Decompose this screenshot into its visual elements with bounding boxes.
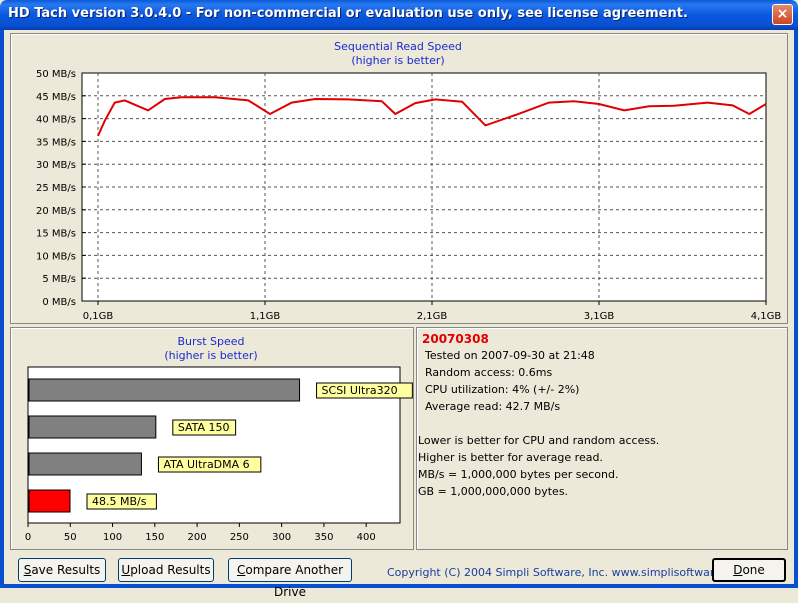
burst-bar [28,378,301,402]
copyright-text: Copyright (C) 2004 Simpli Software, Inc.… [387,566,748,579]
sequential-chart-subtitle: (higher is better) [351,54,444,67]
seq-x-tick-label: 1,1GB [250,311,281,322]
compare-drive-button[interactable]: Compare Another Drive [228,558,352,599]
sequential-read-line [97,96,767,137]
seq-y-tick-label: 0 MB/s [42,297,76,308]
burst-x-tick-label: 150 [145,532,164,543]
seq-x-tick-label: 4,1GB [751,311,782,322]
burst-bar-label-box [172,419,237,436]
note-cpu-random: Lower is better for CPU and random acces… [418,434,660,447]
save-accelerator: S [23,563,32,577]
burst-x-tick-label: 250 [230,532,249,543]
window-title-bar[interactable]: HD Tach version 3.0.4.0 - For non-commer… [0,0,798,30]
upload-accelerator: U [121,563,131,577]
burst-x-tick-label: 50 [64,532,77,543]
seq-y-tick-label: 35 MB/s [36,137,76,148]
window-title: HD Tach version 3.0.4.0 - For non-commer… [8,6,688,21]
results-panel [416,327,788,550]
seq-y-tick-label: 25 MB/s [36,183,76,194]
note-mbps-definition: MB/s = 1,000,000 bytes per second. [418,468,619,481]
window-frame-bottom [0,584,798,588]
burst-speed-panel [10,327,414,550]
burst-x-tick-label: 350 [314,532,333,543]
upload-results-button[interactable]: Upload Results [118,558,214,582]
done-label: one [742,563,765,577]
burst-bar [28,452,142,476]
save-label: ave Results [31,563,101,577]
done-button[interactable]: Done [712,558,786,582]
note-gb-definition: GB = 1,000,000,000 bytes. [418,485,569,498]
burst-bar-label: ATA UltraDMA 6 [163,458,249,471]
burst-speed-chart: Burst Speed (higher is better) SCSI Ultr… [25,335,413,543]
seq-y-tick-label: 10 MB/s [36,251,76,262]
upload-label: pload Results [130,563,211,577]
burst-bar-label: 48.5 MB/s [92,495,147,508]
burst-bar-label: SATA 150 [178,421,230,434]
cpu-utilization-text: CPU utilization: 4% (+/- 2%) [425,383,580,396]
burst-chart-subtitle: (higher is better) [164,349,257,362]
seq-y-tick-label: 20 MB/s [36,206,76,217]
done-accelerator: D [733,563,743,577]
burst-chart-title: Burst Speed [177,335,244,348]
window-frame-right [794,30,798,588]
seq-y-tick-label: 45 MB/s [36,92,76,103]
save-results-button[interactable]: Save Results [18,558,106,582]
seq-y-tick-label: 5 MB/s [42,274,76,285]
compare-label: ompare Another Drive [245,563,344,599]
compare-accelerator: C [236,563,246,577]
seq-x-tick-label: 0,1GB [83,311,114,322]
random-access-text: Random access: 0.6ms [425,366,553,379]
burst-x-tick-label: 200 [188,532,207,543]
window-frame-left [0,30,4,588]
burst-bar [28,489,71,513]
tested-on-text: Tested on 2007-09-30 at 21:48 [425,349,595,362]
burst-x-tick-label: 400 [357,532,376,543]
average-read-text: Average read: 42.7 MB/s [425,400,561,413]
seq-x-tick-label: 2,1GB [417,311,448,322]
seq-x-tick-label: 3,1GB [584,311,615,322]
burst-x-tick-label: 300 [272,532,291,543]
burst-x-tick-label: 100 [103,532,122,543]
burst-bar-label: SCSI Ultra320 [322,384,398,397]
seq-y-tick-label: 15 MB/s [36,229,76,240]
burst-bar-label-box [86,493,157,510]
close-button[interactable]: × [772,4,793,25]
drive-name: 20070308 [422,332,489,346]
seq-y-tick-label: 30 MB/s [36,160,76,171]
seq-y-tick-label: 40 MB/s [36,115,76,126]
sequential-read-chart: Sequential Read Speed (higher is better)… [36,40,782,322]
sequential-read-panel [10,33,788,324]
burst-bar-label-box [157,456,262,473]
seq-y-tick-label: 50 MB/s [36,69,76,80]
note-average-read: Higher is better for average read. [418,451,603,464]
burst-x-tick-label: 0 [25,532,31,543]
burst-bar-label-box [316,382,413,399]
sequential-chart-title: Sequential Read Speed [334,40,462,53]
burst-bar [28,415,157,439]
